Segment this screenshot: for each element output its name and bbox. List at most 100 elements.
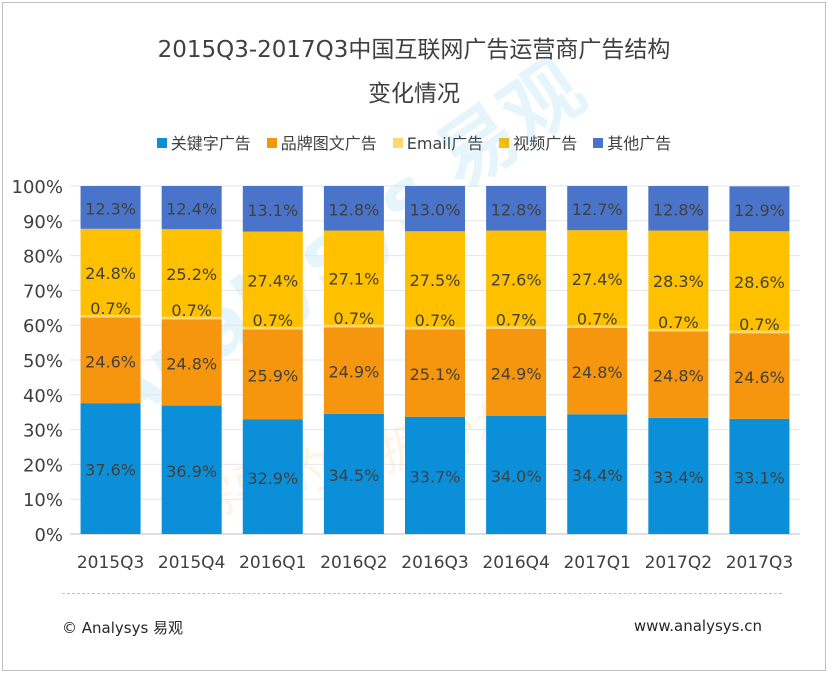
- data-label: 27.6%: [491, 271, 542, 290]
- bar-segment: [242, 186, 303, 232]
- y-axis-ticks: 0% 10% 20% 30% 40% 50% 60% 70% 80% 90% 100%: [12, 177, 63, 546]
- bar-segment: [242, 329, 303, 420]
- data-label: 12.8%: [328, 200, 379, 219]
- bar-segment: [405, 329, 465, 417]
- chart-title-line-2: 变化情况: [368, 81, 460, 107]
- x-tick-label: 2017Q2: [645, 553, 712, 573]
- legend-swatch: [392, 138, 403, 148]
- data-label: 24.8%: [166, 354, 217, 373]
- bar-segment: [242, 326, 303, 330]
- bar-segment: [242, 231, 303, 327]
- bar-segment: [567, 186, 628, 231]
- bar-segment: [161, 229, 222, 317]
- bar-segment: [161, 316, 222, 320]
- data-label: 0.7%: [496, 311, 537, 330]
- legend-item: 品牌图文广告: [266, 130, 377, 154]
- data-label: 34.0%: [491, 467, 542, 486]
- bar-segment: [486, 329, 547, 416]
- data-label: 13.1%: [247, 201, 298, 220]
- data-label: 12.8%: [653, 200, 704, 219]
- bar-segment: [648, 186, 709, 231]
- data-label: 12.9%: [734, 201, 785, 220]
- x-tick-label: 2016Q3: [401, 553, 468, 573]
- legend-swatch: [266, 138, 277, 148]
- data-label: 0.7%: [739, 315, 780, 334]
- y-tick-label: 60%: [23, 316, 63, 337]
- data-label: 0.7%: [252, 311, 293, 330]
- bar-segment: [323, 327, 384, 414]
- x-tick-label: 2016Q2: [320, 553, 387, 573]
- data-label: 24.6%: [85, 352, 136, 371]
- bar-segment: [567, 325, 628, 328]
- data-label: 27.5%: [410, 271, 461, 290]
- bar-segment: [323, 186, 384, 231]
- y-tick-label: 30%: [23, 421, 63, 442]
- bar-segment: [729, 186, 790, 232]
- bar-segment: [80, 315, 141, 318]
- x-tick-label: 2017Q3: [726, 553, 793, 573]
- bar-segment: [161, 405, 222, 534]
- y-tick-label: 70%: [23, 281, 63, 302]
- bar-segment: [323, 324, 384, 328]
- bar-segment: [80, 186, 141, 229]
- data-label: 0.7%: [658, 313, 699, 332]
- legend-item: 关键字广告: [156, 130, 251, 154]
- y-tick-label: 20%: [23, 455, 63, 476]
- x-tick-label: 2017Q1: [563, 553, 630, 573]
- data-label: 28.3%: [653, 272, 704, 291]
- bar-segment: [729, 330, 790, 334]
- x-tick-label: 2015Q4: [158, 553, 225, 573]
- bar-segment: [648, 331, 709, 418]
- data-label: 27.4%: [572, 270, 623, 289]
- bar-segment: [729, 231, 790, 331]
- bar-segment: [486, 230, 547, 327]
- data-label: 0.7%: [334, 309, 375, 328]
- data-label: 25.2%: [166, 265, 217, 284]
- chart-legend: 关键字广告 品牌图文广告 Email广告 视频广告 其他广告: [0, 130, 828, 154]
- legend-label: 视频广告: [513, 134, 578, 153]
- data-label: 24.9%: [491, 364, 542, 383]
- x-tick-label: 2016Q4: [482, 553, 549, 573]
- y-tick-label: 40%: [23, 386, 63, 407]
- data-label: 33.4%: [653, 468, 704, 487]
- data-label: 24.8%: [653, 367, 704, 386]
- legend-item: Email广告: [392, 130, 483, 154]
- footer-divider: [62, 593, 782, 594]
- bar-segment: [323, 230, 384, 325]
- data-label: 34.4%: [572, 466, 623, 485]
- legend-label: 品牌图文广告: [280, 134, 377, 153]
- data-label: 12.7%: [572, 200, 623, 219]
- data-label: 12.4%: [166, 200, 217, 219]
- bar-segment: [567, 327, 628, 415]
- bars: [80, 186, 790, 534]
- data-label: 25.1%: [410, 365, 461, 384]
- bar-segment: [80, 317, 141, 404]
- y-tick-label: 10%: [23, 490, 63, 511]
- footer-website: www.analysys.cn: [633, 617, 762, 635]
- bar-segment: [567, 230, 628, 326]
- chart-title-line-1: 2015Q3-2017Q3中国互联网广告运营商广告结构: [157, 37, 671, 63]
- y-tick-label: 0%: [34, 525, 63, 546]
- legend-label: 关键字广告: [170, 134, 251, 153]
- x-tick-label: 2015Q3: [77, 553, 144, 573]
- data-label: 27.4%: [247, 271, 298, 290]
- bar-segment: [242, 419, 303, 534]
- bar-labels: 37.6% 24.6% 0.7% 24.8% 12.3% 36.9% 24.8% 0.7% 25…: [85, 199, 785, 487]
- data-label: 36.9%: [166, 462, 217, 481]
- footer-copyright: © Analysys 易观: [62, 619, 184, 637]
- bar-segment: [648, 417, 709, 534]
- bar-segment: [567, 414, 628, 534]
- bar-segment: [405, 416, 465, 534]
- bar-segment: [161, 319, 222, 406]
- bar-segment: [405, 186, 465, 232]
- bar-segment: [729, 333, 790, 419]
- x-axis-ticks: 2015Q3 2015Q4 2016Q1 2016Q2 2016Q3 2016Q4 2017…: [77, 553, 793, 573]
- data-label: 0.7%: [90, 299, 131, 318]
- data-label: 34.5%: [328, 466, 379, 485]
- data-label: 27.1%: [328, 270, 379, 289]
- bar-segment: [405, 326, 465, 330]
- bar-segment: [80, 403, 141, 534]
- data-label: 0.7%: [415, 311, 456, 330]
- data-label: 24.8%: [572, 363, 623, 382]
